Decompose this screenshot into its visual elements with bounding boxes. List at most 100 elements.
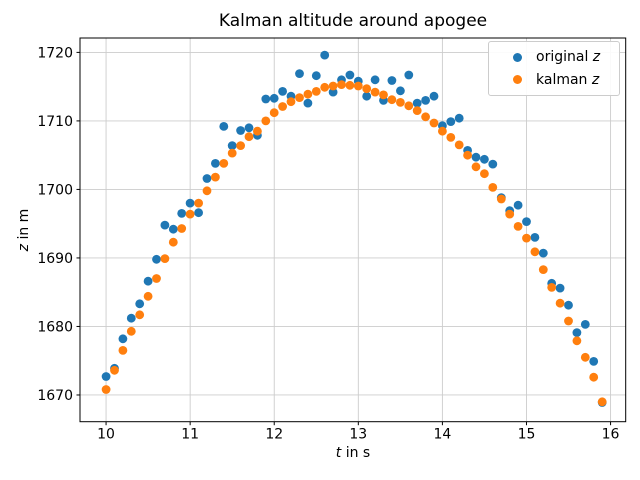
- x-axis-variable: t: [335, 445, 342, 461]
- scatter-point-kalman-z: [564, 316, 573, 326]
- scatter-point-original-z: [143, 276, 153, 286]
- scatter-point-original-z: [404, 70, 414, 80]
- scatter-point-original-z: [421, 96, 430, 105]
- scatter-point-kalman-z: [463, 150, 472, 160]
- scatter-point-original-z: [522, 217, 531, 227]
- scatter-point-kalman-z: [110, 365, 119, 375]
- scatter-point-kalman-z: [589, 372, 599, 382]
- scatter-point-kalman-z: [429, 118, 439, 128]
- scatter-point-original-z: [202, 174, 212, 183]
- scatter-point-kalman-z: [135, 310, 145, 320]
- scatter-point-kalman-z: [370, 87, 380, 97]
- x-tick-label: 14: [433, 427, 451, 443]
- scatter-point-original-z: [160, 220, 170, 230]
- scatter-point-original-z: [194, 208, 204, 218]
- scatter-point-kalman-z: [328, 81, 338, 91]
- scatter-point-kalman-z: [168, 237, 178, 247]
- scatter-point-kalman-z: [580, 352, 590, 362]
- scatter-point-original-z: [261, 94, 271, 104]
- legend-label-original-var: z: [592, 49, 601, 66]
- scatter-point-original-z: [572, 328, 582, 337]
- scatter-point-original-z: [513, 200, 523, 210]
- scatter-point-original-z: [362, 91, 372, 101]
- legend-marker-original-icon: [513, 52, 522, 62]
- scatter-point-kalman-z: [345, 80, 355, 90]
- scatter-point-kalman-z: [572, 336, 582, 346]
- legend-label-kalman-var: z: [591, 71, 600, 88]
- scatter-point-kalman-z: [303, 89, 313, 99]
- scatter-point-original-z: [480, 154, 489, 164]
- scatter-point-kalman-z: [236, 141, 246, 151]
- scatter-point-original-z: [370, 75, 380, 85]
- scatter-point-original-z: [185, 198, 195, 208]
- legend-label-kalman-prefix: kalman: [536, 71, 592, 88]
- scatter-point-kalman-z: [269, 108, 279, 118]
- scatter-point-kalman-z: [261, 116, 271, 126]
- scatter-point-original-z: [211, 159, 220, 168]
- scatter-point-kalman-z: [202, 186, 212, 196]
- scatter-point-original-z: [236, 126, 246, 135]
- scatter-point-kalman-z: [227, 148, 237, 158]
- scatter-point-original-z: [328, 87, 338, 97]
- scatter-point-kalman-z: [160, 254, 170, 263]
- axes-border: [79, 37, 627, 423]
- scatter-point-original-z: [269, 93, 279, 103]
- scatter-point-original-z: [580, 320, 590, 329]
- scatter-point-kalman-z: [454, 140, 464, 150]
- scatter-point-kalman-z: [185, 209, 195, 219]
- y-tick-label: 1720: [37, 45, 73, 61]
- x-tick-label: 15: [518, 427, 536, 443]
- chart-title: Kalman altitude around apogee: [218, 11, 488, 31]
- scatter-point-original-z: [412, 98, 422, 108]
- scatter-point-kalman-z: [412, 106, 422, 115]
- scatter-point-kalman-z: [547, 283, 557, 292]
- x-axis-label: t in s: [80, 445, 626, 461]
- scatter-point-kalman-z: [396, 98, 405, 107]
- scatter-point-original-z: [177, 209, 187, 218]
- scatter-point-original-z: [446, 117, 456, 126]
- scatter-point-kalman-z: [194, 198, 204, 208]
- scatter-point-original-z: [303, 98, 313, 108]
- scatter-point-original-z: [118, 334, 128, 344]
- scatter-point-kalman-z: [446, 133, 456, 142]
- y-tick-label: 1700: [37, 182, 73, 198]
- y-axis-variable: z: [16, 243, 32, 252]
- x-axis-unit-text: in s: [341, 445, 371, 461]
- scatter-point-original-z: [227, 141, 237, 151]
- scatter-point-kalman-z: [471, 162, 481, 172]
- y-tick-label: 1690: [37, 251, 73, 267]
- scatter-point-kalman-z: [505, 209, 515, 219]
- legend-label-original-prefix: original: [536, 49, 593, 66]
- x-tick-label: 10: [97, 427, 115, 443]
- legend: original z kalman z: [488, 41, 620, 96]
- scatter-point-kalman-z: [496, 194, 506, 204]
- scatter-point-kalman-z: [152, 274, 161, 283]
- scatter-point-kalman-z: [244, 132, 254, 142]
- scatter-point-kalman-z: [118, 346, 128, 355]
- scatter-point-original-z: [429, 91, 439, 101]
- scatter-point-kalman-z: [311, 87, 321, 96]
- y-tick-label: 1710: [37, 114, 73, 130]
- x-tick-label: 12: [265, 427, 283, 443]
- y-axis-label: z in m: [16, 209, 32, 252]
- scatter-point-kalman-z: [480, 169, 489, 179]
- scatter-point-kalman-z: [353, 81, 363, 91]
- y-tick-label: 1670: [37, 388, 73, 404]
- scatter-point-kalman-z: [278, 102, 287, 111]
- legend-label-kalman: kalman z: [536, 72, 599, 88]
- scatter-point-kalman-z: [530, 247, 540, 257]
- scatter-point-kalman-z: [379, 90, 388, 100]
- scatter-point-original-z: [555, 283, 565, 293]
- scatter-point-kalman-z: [211, 172, 220, 182]
- scatter-point-original-z: [387, 76, 397, 85]
- scatter-point-kalman-z: [513, 222, 523, 231]
- scatter-point-kalman-z: [522, 233, 531, 243]
- x-tick-label: 11: [181, 427, 199, 443]
- legend-marker-kalman-icon: [513, 75, 522, 85]
- x-tick-label: 13: [349, 427, 367, 443]
- scatter-point-original-z: [135, 299, 145, 309]
- scatter-point-original-z: [471, 152, 481, 162]
- scatter-point-original-z: [101, 372, 111, 381]
- scatter-point-kalman-z: [362, 84, 372, 94]
